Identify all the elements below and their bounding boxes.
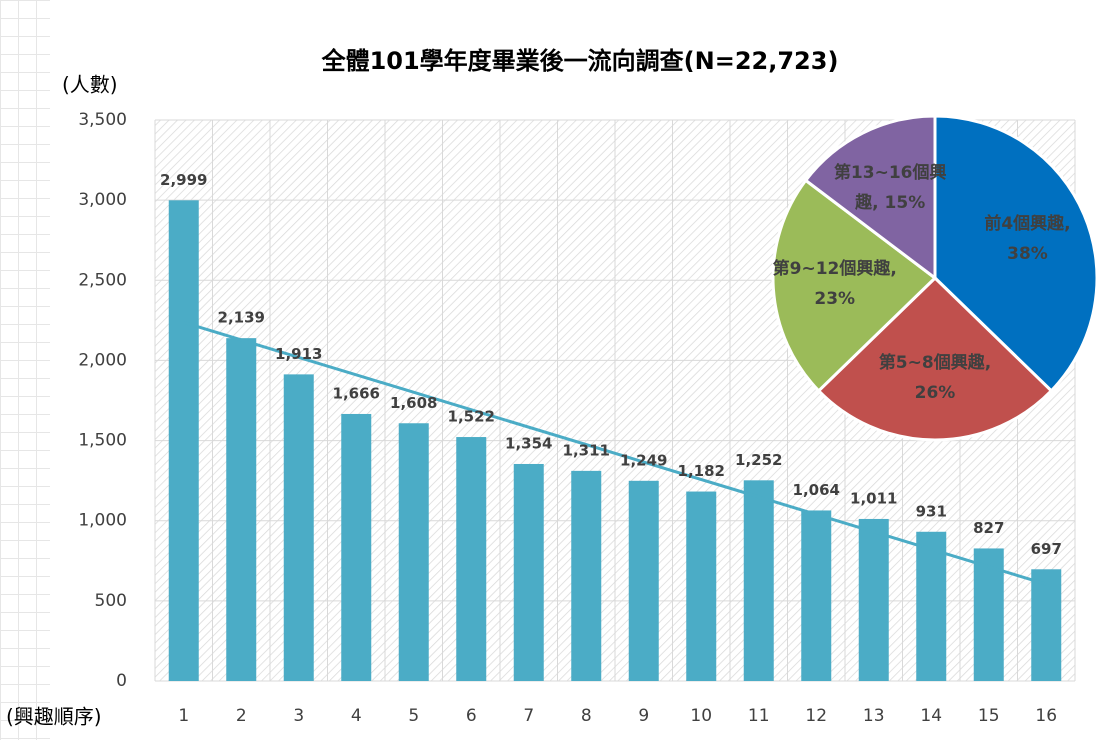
y-tick-label: 1,500 [78,431,127,451]
y-tick-label: 3,500 [78,110,127,130]
pie-slice [803,114,937,282]
x-tick-label: 1 [178,706,189,726]
bar [168,200,199,681]
x-tick-label: 12 [805,706,827,726]
data-label: 2,139 [218,309,265,327]
bar [973,548,1004,681]
trend-line [183,321,1047,586]
bar [801,510,832,681]
bar [743,480,774,681]
data-label: 1,182 [678,462,725,480]
data-label: 1,249 [620,451,667,469]
x-tick-label: 8 [581,706,592,726]
bar [686,491,717,681]
data-label: 1,522 [448,408,495,426]
y-tick-label: 3,000 [78,190,127,210]
bar [513,463,544,681]
x-tick-label: 13 [863,706,885,726]
data-label: 1,311 [563,441,610,459]
x-tick-label: 16 [1035,706,1057,726]
bar [283,374,314,681]
pie-label: 第13~16個興趣, 15% [833,163,947,214]
data-label: 1,608 [390,394,437,412]
y-tick-label: 0 [116,671,127,691]
x-tick-label: 15 [978,706,1000,726]
data-label: 1,913 [275,345,322,363]
data-label: 931 [916,502,947,520]
pie-slice [933,114,1096,393]
y-tick-label: 500 [95,591,127,611]
x-tick-label: 7 [523,706,534,726]
data-label: 1,064 [793,481,840,499]
bar [1031,569,1062,681]
x-tick-label: 5 [408,706,419,726]
pie-label: 前4個興趣, 38% [984,213,1071,264]
x-tick-label: 11 [748,706,770,726]
x-tick-label: 4 [351,706,362,726]
pie-slice [816,275,1054,442]
bar [858,518,889,681]
y-tick-label: 2,000 [78,350,127,370]
bar [916,531,947,681]
x-axis-label: (興趣順序) [6,705,102,729]
pie-slice [771,178,938,393]
y-tick-label: 1,000 [78,511,127,531]
data-label: 1,011 [850,489,897,507]
x-tick-label: 10 [690,706,712,726]
pie-label: 第9~12個興趣, 23% [772,259,897,310]
x-tick-label: 2 [236,706,247,726]
data-label: 1,252 [735,451,782,469]
bar [398,423,429,681]
x-tick-label: 6 [466,706,477,726]
pie-label: 第5~8個興趣, 26% [878,353,992,404]
bar [456,437,487,681]
bar [341,413,372,681]
data-label: 1,666 [333,384,380,402]
bar [628,480,659,681]
data-label: 1,354 [505,434,552,452]
x-tick-label: 3 [293,706,304,726]
data-label: 697 [1031,540,1062,558]
chart-title: 全體101學年度畢業後一流向調查(N=22,723) [321,47,839,75]
bar [571,470,602,681]
y-tick-label: 2,500 [78,270,127,290]
data-label: 2,999 [160,171,207,189]
bar [226,338,257,681]
y-axis-label: (人數) [62,73,118,97]
data-label: 827 [973,519,1004,537]
x-tick-label: 14 [920,706,942,726]
x-tick-label: 9 [638,706,649,726]
